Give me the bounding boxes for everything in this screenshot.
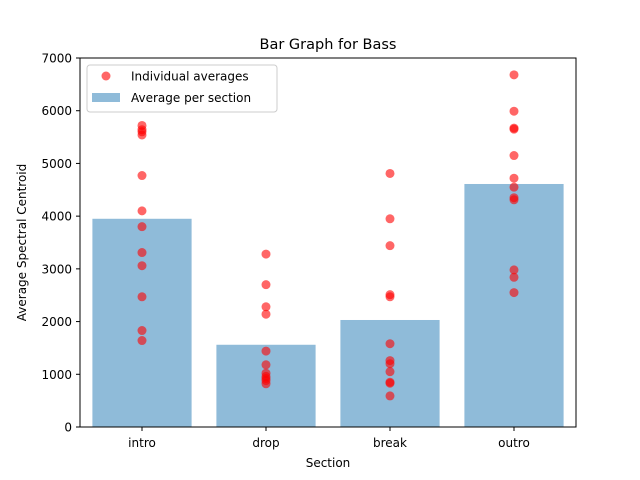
- legend-marker-average-per-section: [92, 93, 120, 102]
- y-tick-label-1000: 1000: [41, 368, 72, 382]
- legend-box: [86, 64, 278, 113]
- y-axis-label: Average Spectral Centroid: [15, 164, 29, 321]
- y-tick-label-4000: 4000: [41, 210, 72, 224]
- data-point-drop-17: [261, 360, 271, 370]
- y-tick-label-6000: 6000: [41, 104, 72, 118]
- points-layer: [137, 70, 519, 401]
- data-point-outro-36: [509, 106, 519, 116]
- data-point-break-27: [385, 292, 395, 302]
- x-tick-label-outro: outro: [498, 436, 530, 450]
- data-point-outro-38: [509, 124, 519, 134]
- data-point-outro-40: [509, 173, 519, 183]
- data-point-intro-8: [137, 261, 147, 271]
- chart-title: Bar Graph for Bass: [260, 37, 397, 53]
- data-point-break-34: [385, 391, 395, 401]
- data-point-outro-41: [509, 182, 519, 192]
- data-point-outro-39: [509, 151, 519, 161]
- data-point-break-28: [385, 339, 395, 349]
- data-point-drop-12: [261, 249, 271, 259]
- data-point-intro-6: [137, 222, 147, 232]
- data-point-intro-9: [137, 292, 147, 302]
- data-point-outro-45: [509, 272, 519, 282]
- data-point-outro-46: [509, 288, 519, 298]
- data-point-intro-7: [137, 248, 147, 258]
- data-point-outro-43: [509, 195, 519, 205]
- data-point-drop-14: [261, 302, 271, 312]
- data-point-break-31: [385, 367, 395, 377]
- bar-outro: [464, 183, 564, 427]
- y-tick-label-2000: 2000: [41, 315, 72, 329]
- y-tick-label-3000: 3000: [41, 262, 72, 276]
- legend-label-average-per-section: Average per section: [131, 91, 251, 105]
- x-tick-label-drop: drop: [252, 436, 279, 450]
- y-tick-label-7000: 7000: [41, 52, 72, 66]
- data-point-drop-22: [261, 379, 271, 389]
- x-tick-label-break: break: [373, 436, 407, 450]
- data-point-break-33: [385, 378, 395, 388]
- data-point-intro-4: [137, 171, 147, 181]
- data-point-drop-15: [261, 309, 271, 319]
- y-tick-label-0: 0: [64, 421, 72, 435]
- bars-layer: [92, 183, 564, 427]
- data-point-drop-13: [261, 280, 271, 290]
- data-point-break-25: [385, 241, 395, 251]
- y-axis: 0 1000 2000 3000 4000 5000 6000 7000: [41, 52, 80, 435]
- data-point-outro-44: [509, 265, 519, 275]
- y-tick-label-5000: 5000: [41, 157, 72, 171]
- x-axis: intro drop break outro: [128, 427, 530, 450]
- data-point-intro-5: [137, 206, 147, 216]
- data-point-break-24: [385, 214, 395, 224]
- data-point-intro-3: [137, 130, 147, 140]
- data-point-break-30: [385, 359, 395, 369]
- data-point-intro-11: [137, 336, 147, 346]
- x-tick-label-intro: intro: [128, 436, 156, 450]
- legend: Individual averages Average per section: [86, 64, 278, 113]
- x-axis-label: Section: [306, 456, 351, 470]
- plot-frame: [79, 57, 577, 428]
- data-point-intro-10: [137, 326, 147, 336]
- data-point-outro-35: [509, 70, 519, 80]
- data-point-break-23: [385, 168, 395, 178]
- legend-marker-individual-averages: [101, 71, 111, 81]
- legend-label-individual-averages: Individual averages: [131, 70, 249, 84]
- data-point-drop-16: [261, 346, 271, 356]
